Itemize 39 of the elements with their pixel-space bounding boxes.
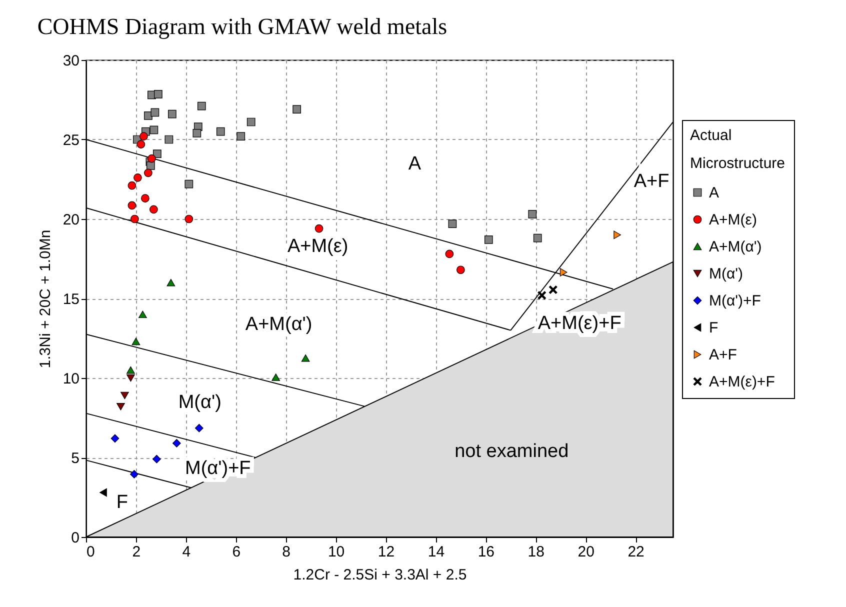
legend-label: M(α')+F [709, 292, 761, 310]
y-tick-label: 0 [71, 530, 80, 546]
annotation: not examined [454, 441, 569, 462]
annotation: M(α') [178, 392, 222, 413]
legend-label: A+M(α') [709, 238, 762, 256]
annotation: A+F [634, 170, 670, 192]
x-tick-label: 22 [628, 544, 644, 560]
legend-label: A [709, 184, 720, 202]
legend-label: F [709, 320, 718, 336]
legend-title: Actual Microstructure [690, 127, 786, 172]
annotation: F [116, 492, 128, 514]
chart-title: COHMS Diagram with GMAW weld metals [37, 14, 448, 39]
legend-label: A+M(ε) [709, 212, 757, 228]
legend-label: A+M(ε)+F [709, 374, 775, 390]
x-tick-label: 12 [378, 544, 395, 560]
x-tick-label: 16 [478, 544, 495, 560]
y-tick-label: 30 [62, 52, 80, 70]
annotation: A+M(α') [245, 314, 312, 335]
x-tick-label: 0 [86, 544, 95, 560]
x-tick-label: 6 [232, 544, 241, 560]
y-axis-title: 1.3Ni + 20C + 1.0Mn [36, 230, 54, 368]
x-tick-label: 2 [132, 544, 141, 560]
x-tick-label: 14 [428, 544, 445, 560]
y-tick-label: 25 [62, 132, 80, 149]
legend-label: M(α') [709, 266, 744, 282]
annotation: A [408, 153, 422, 174]
y-tick-label: 5 [71, 450, 80, 467]
x-tick-label: 8 [282, 544, 290, 560]
x-axis-title: 1.2Cr - 2.5Si + 3.3Al + 2.5 [293, 566, 467, 584]
y-tick-label: 10 [62, 370, 80, 388]
x-tick-label: 4 [182, 544, 191, 560]
x-tick-label: 18 [528, 544, 544, 560]
y-tick-label: 20 [62, 212, 80, 228]
annotation: A+M(ε) [287, 236, 348, 258]
legend-label: A+F [709, 346, 737, 364]
annotation: A+M(ε)+F [538, 313, 622, 334]
x-tick-label: 10 [328, 544, 345, 560]
x-tick-label: 20 [578, 544, 594, 560]
y-tick-label: 15 [62, 291, 80, 308]
